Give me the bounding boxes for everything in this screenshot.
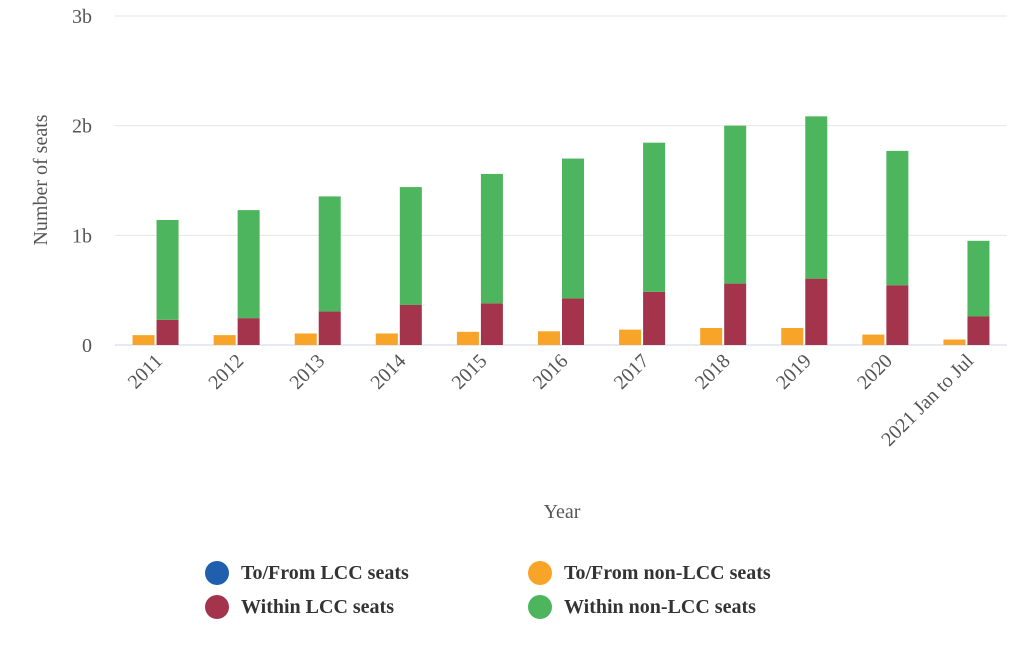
chart: 0 1b 2b 3b 2011 2012 2013 2014 2015 2016 2017 2018… [30,6,1007,523]
bar[interactable] [156,319,179,345]
y-tick-label: 0 [82,335,92,357]
x-tick-label: 2017 [610,350,654,394]
legend-item-to-from-lcc[interactable]: To/From LCC seats [205,560,528,586]
legend-label: Within LCC seats [241,595,394,618]
x-tick-label: 2020 [853,350,897,394]
bar[interactable] [480,303,503,345]
x-tick-label: 2018 [691,350,735,394]
bar[interactable] [318,196,341,312]
bar[interactable] [886,150,909,286]
legend-marker [205,595,229,619]
bar[interactable] [643,142,666,292]
legend-item-within-non-lcc[interactable]: Within non-LCC seats [528,594,828,620]
bar[interactable] [724,283,747,345]
legend-item-to-from-non-lcc[interactable]: To/From non-LCC seats [528,560,828,586]
legend-label: To/From non-LCC seats [564,561,771,584]
bar[interactable] [781,328,804,345]
bar[interactable] [643,291,666,345]
bar[interactable] [237,210,260,319]
y-axis-label: Number of seats [30,114,52,245]
x-tick-label: 2012 [204,350,248,394]
x-tick-label: 2013 [285,350,329,394]
legend-marker [205,561,229,585]
bar[interactable] [967,316,990,345]
legend-item-within-lcc[interactable]: Within LCC seats [205,594,528,620]
bar[interactable] [456,331,479,345]
bar[interactable] [562,158,584,299]
bar[interactable] [619,329,642,345]
grid-lines [115,15,1007,346]
bar[interactable] [562,298,584,345]
bar[interactable] [213,335,236,345]
bar[interactable] [132,335,155,345]
bar[interactable] [886,285,909,345]
bar[interactable] [399,304,422,345]
x-tick-label: 2011 [124,350,167,393]
bar[interactable] [480,173,503,304]
bar[interactable] [967,240,990,317]
legend-marker [528,561,552,585]
x-tick-label: 2019 [772,350,816,394]
legend-marker [528,595,552,619]
x-axis-label: Year [544,501,581,523]
bar[interactable] [318,311,341,345]
bar[interactable] [538,331,560,345]
bar[interactable] [805,278,828,345]
legend-label: To/From LCC seats [241,561,409,584]
bar[interactable] [943,339,966,345]
y-tick-label: 1b [72,225,92,247]
x-tick-label: 2016 [529,350,573,394]
bar[interactable] [399,187,422,305]
y-tick-label: 3b [72,6,92,28]
bar[interactable] [237,318,260,345]
x-tick-label: 2015 [448,350,492,394]
x-tick-label: 2014 [367,350,411,394]
bar[interactable] [805,116,828,279]
y-tick-label: 2b [72,116,92,138]
bar[interactable] [375,333,398,345]
bar[interactable] [724,125,747,284]
bar[interactable] [156,219,179,320]
bar[interactable] [294,333,317,345]
y-axis-ticks: 0 1b 2b 3b [72,6,92,357]
bars [132,116,990,345]
x-axis-ticks: 2011 2012 2013 2014 2015 2016 2017 2018 2019 2020… [124,350,979,451]
legend: To/From LCC seats To/From non-LCC seats … [205,560,845,620]
legend-label: Within non-LCC seats [564,595,756,618]
bar[interactable] [700,328,723,345]
bar[interactable] [862,334,885,345]
